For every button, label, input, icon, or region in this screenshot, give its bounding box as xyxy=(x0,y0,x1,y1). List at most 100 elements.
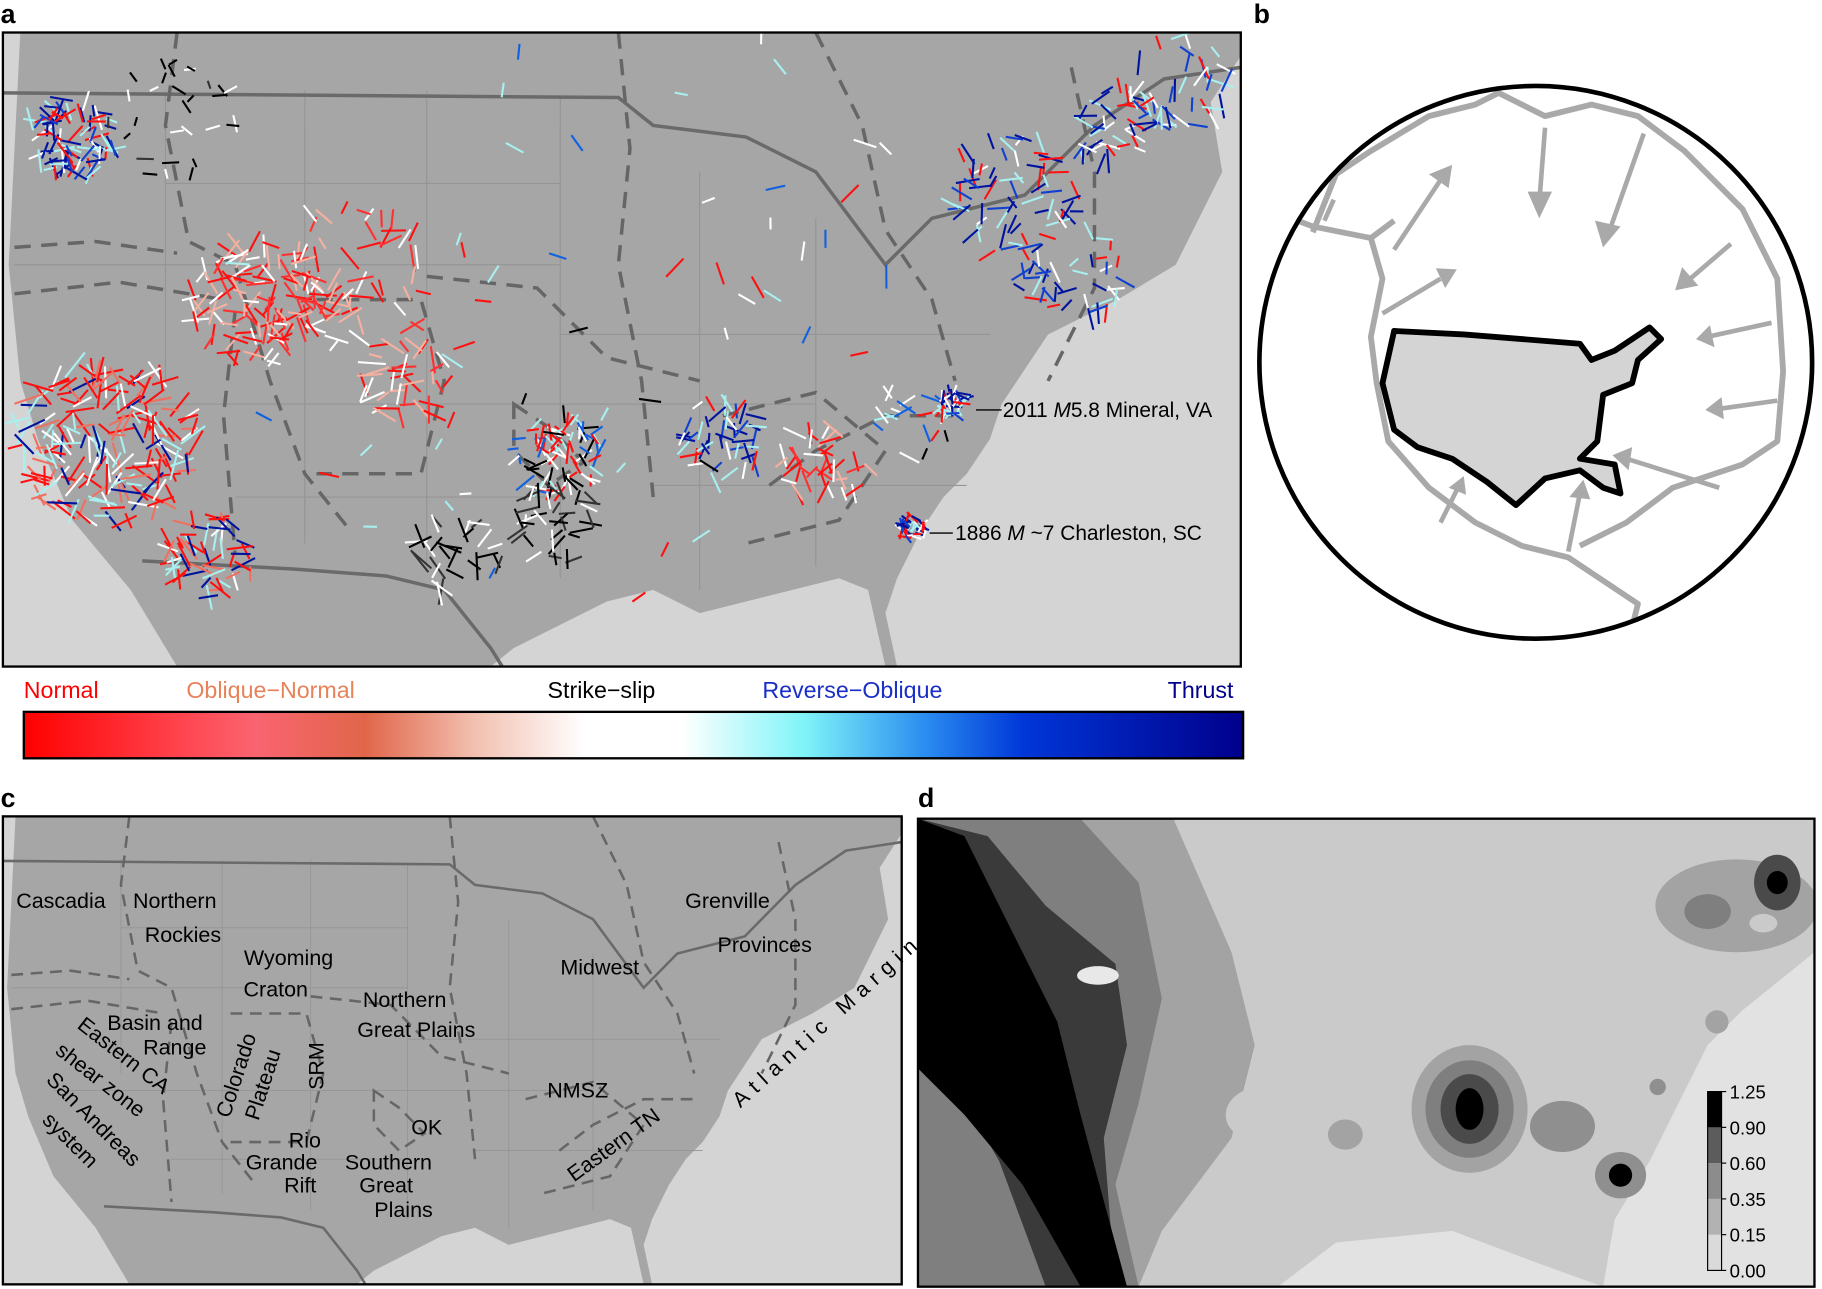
stress-line xyxy=(983,179,997,200)
stress-line xyxy=(1129,123,1136,137)
stress-line xyxy=(807,431,819,442)
stress-line xyxy=(87,433,92,463)
stress-line xyxy=(561,467,567,482)
stress-line xyxy=(325,308,342,323)
stress-line xyxy=(356,314,365,335)
stress-line xyxy=(330,292,344,311)
stress-line xyxy=(37,149,43,173)
colorbar-tick-label: 0.60 xyxy=(1730,1153,1766,1174)
stress-line xyxy=(48,107,59,122)
stress-line xyxy=(162,453,177,483)
stress-line xyxy=(380,209,383,228)
stress-line xyxy=(938,393,953,403)
stress-line xyxy=(677,432,686,446)
stress-line xyxy=(1046,198,1055,220)
stress-line xyxy=(745,413,767,421)
stress-line xyxy=(231,557,256,572)
stress-line xyxy=(1011,267,1032,282)
stress-line xyxy=(193,292,210,312)
map-a xyxy=(2,32,1241,667)
stress-line xyxy=(1168,86,1174,103)
stress-line xyxy=(545,492,552,510)
stress-line xyxy=(525,484,547,491)
stress-line xyxy=(305,271,324,292)
stress-line xyxy=(340,200,349,215)
stress-line xyxy=(734,442,740,459)
stress-line xyxy=(699,459,719,473)
stress-line xyxy=(1095,153,1107,175)
stress-line xyxy=(187,430,204,456)
stress-line xyxy=(1155,35,1162,50)
stress-line xyxy=(551,501,561,514)
stress-line xyxy=(72,412,77,430)
stress-line xyxy=(207,300,217,325)
stress-line xyxy=(1187,122,1208,129)
stress-line xyxy=(397,228,412,249)
stress-line xyxy=(778,443,788,467)
stress-line xyxy=(960,143,976,165)
stress-line xyxy=(315,208,333,225)
stress-line xyxy=(58,432,65,461)
stress-line xyxy=(218,579,232,589)
stress-line xyxy=(30,472,53,480)
stress-line xyxy=(81,90,90,112)
stress-line xyxy=(341,306,358,316)
stress-line xyxy=(550,427,571,437)
stress-line xyxy=(574,489,581,506)
stress-line xyxy=(423,540,436,558)
stress-line xyxy=(1035,131,1045,154)
stress-line xyxy=(67,469,85,492)
stress-line xyxy=(313,297,328,321)
stress-line xyxy=(58,376,78,392)
stress-line xyxy=(64,472,85,497)
stress-line xyxy=(568,533,581,539)
stress-line xyxy=(952,400,971,406)
stress-line xyxy=(750,275,765,299)
stress-line xyxy=(110,473,136,488)
stress-line xyxy=(707,432,711,449)
stress-line xyxy=(111,452,122,469)
colorbar-tick-label: 0.00 xyxy=(1730,1260,1766,1281)
stress-line xyxy=(131,464,158,484)
stress-line xyxy=(1218,93,1226,119)
stress-line xyxy=(423,409,447,422)
stress-line xyxy=(147,409,168,437)
stress-line xyxy=(434,379,444,394)
stress-line xyxy=(176,569,182,590)
stress-line xyxy=(720,466,739,481)
stress-line xyxy=(1034,270,1052,275)
stress-line xyxy=(821,425,830,439)
stress-line xyxy=(130,405,156,419)
stress-line xyxy=(505,142,525,154)
stress-line xyxy=(1177,76,1188,94)
stress-line xyxy=(160,527,175,553)
stress-line xyxy=(169,129,184,134)
stress-line xyxy=(109,366,123,388)
stress-line xyxy=(85,456,99,486)
stress-line xyxy=(1031,243,1044,254)
stress-line xyxy=(226,351,239,366)
stress-line xyxy=(249,327,258,345)
stress-line xyxy=(1103,121,1115,131)
stress-line xyxy=(1179,45,1195,57)
stress-line xyxy=(988,167,996,180)
colorbar-frame xyxy=(1707,1091,1723,1272)
stress-line xyxy=(296,299,304,313)
stress-line xyxy=(246,281,274,287)
stress-line xyxy=(506,524,528,541)
stress-line xyxy=(292,250,298,269)
stress-line xyxy=(199,541,207,555)
stress-line xyxy=(462,527,475,538)
stress-line xyxy=(196,306,210,319)
stress-line xyxy=(715,262,725,285)
stress-line xyxy=(76,499,87,521)
stress-line xyxy=(819,471,827,487)
stress-line xyxy=(151,376,179,386)
stress-line xyxy=(159,58,167,70)
stress-line xyxy=(1031,275,1043,296)
stress-line xyxy=(798,465,811,475)
stress-line xyxy=(455,232,462,246)
stress-line xyxy=(558,511,576,515)
stress-line xyxy=(164,168,169,179)
stress-line xyxy=(206,80,212,90)
